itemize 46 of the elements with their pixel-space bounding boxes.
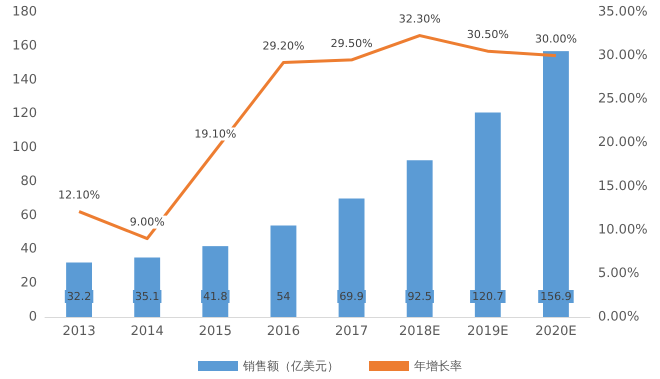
data-label: 32.30% (398, 12, 441, 26)
x-tick-label: 2014 (130, 324, 164, 339)
y2-tick-label: 0.00% (598, 310, 640, 324)
y2-tick-label: 25.00% (598, 92, 648, 107)
x-tick-label: 2013 (62, 324, 96, 339)
data-label: 19.10% (194, 128, 236, 141)
data-label: 156.9 (540, 290, 572, 303)
y2-tick-label: 15.00% (598, 178, 648, 194)
y-tick-label: 20 (20, 276, 37, 291)
y-tick-label: 0 (28, 310, 37, 324)
data-label: 30.00% (534, 32, 577, 46)
y-tick-label: 40 (20, 242, 37, 257)
x-tick-label: 2019E (467, 324, 508, 339)
data-label: 9.00% (130, 216, 165, 229)
y2-tick-label: 30.00% (598, 48, 648, 64)
legend-label: 年增长率 (414, 359, 462, 373)
data-label: 12.10% (58, 188, 100, 202)
data-label: 32.2 (66, 290, 92, 303)
x-tick-label: 2017 (335, 324, 368, 339)
y2-tick-label: 20.00% (598, 135, 648, 150)
data-label: 30.50% (466, 28, 509, 42)
y-tick-label: 100 (12, 140, 37, 156)
y-tick-label: 60 (20, 208, 37, 223)
data-label: 41.8 (203, 290, 228, 303)
y-tick-label: 140 (12, 72, 37, 88)
x-tick-label: 2015 (198, 324, 232, 339)
data-label: 92.5 (407, 290, 432, 303)
y-tick-label: 180 (12, 4, 37, 20)
x-tick-label: 2018E (399, 324, 440, 339)
data-label: 29.50% (330, 36, 373, 50)
data-label: 69.9 (339, 290, 364, 303)
data-label: 35.1 (134, 290, 160, 303)
y-tick-label: 160 (12, 38, 37, 54)
data-label: 29.20% (262, 40, 304, 53)
bar (406, 160, 433, 317)
data-label: 120.7 (472, 290, 504, 303)
y-tick-label: 120 (12, 106, 37, 122)
y2-tick-label: 35.00% (598, 4, 648, 20)
y2-tick-label: 10.00% (598, 222, 648, 238)
bar (270, 226, 296, 317)
legend-label: 销售额（亿美元） (242, 359, 339, 373)
y-tick-label: 80 (20, 174, 37, 189)
x-tick-label: 2020E (535, 324, 577, 339)
y2-tick-label: 5.00% (598, 266, 640, 281)
data-label: 54 (276, 290, 290, 303)
x-tick-label: 2016 (266, 324, 300, 339)
